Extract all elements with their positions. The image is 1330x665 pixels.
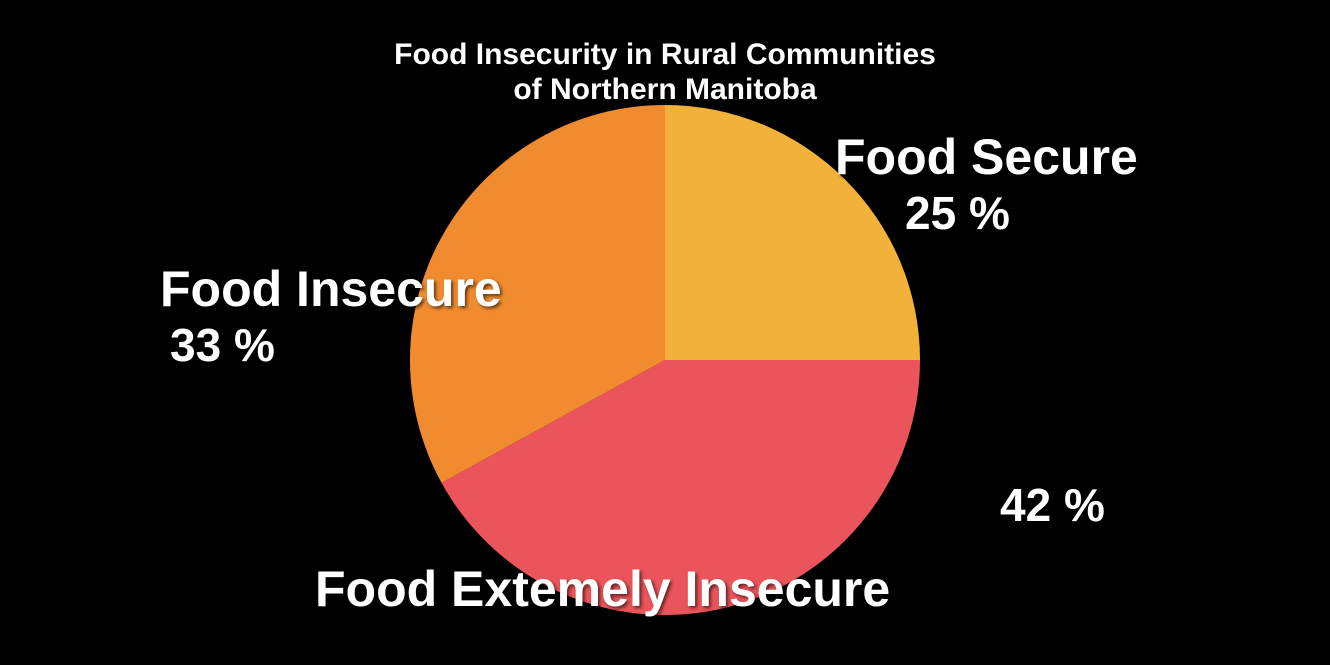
chart-title: Food Insecurity in Rural Communities of …	[0, 38, 1330, 107]
label-food-insecure: Food Insecure 33 %	[160, 260, 502, 372]
label-food-extremely-insecure-pct: 42 %	[1000, 478, 1105, 532]
label-food-extremely-insecure-name: Food Extemely Insecure	[315, 560, 890, 618]
label-food-secure-pct: 25 %	[905, 186, 1138, 240]
label-food-extremely-insecure-pct-wrap: 42 %	[1000, 478, 1105, 532]
label-food-extremely-insecure: Food Extemely Insecure	[315, 560, 890, 618]
label-food-secure-name: Food Secure	[835, 128, 1138, 186]
chart-title-line2: of Northern Manitoba	[513, 73, 816, 106]
label-food-secure: Food Secure 25 %	[835, 128, 1138, 240]
chart-title-line1: Food Insecurity in Rural Communities	[394, 38, 936, 71]
chart-stage: Food Insecurity in Rural Communities of …	[0, 0, 1330, 665]
label-food-insecure-name: Food Insecure	[160, 260, 502, 318]
label-food-insecure-pct: 33 %	[170, 318, 502, 372]
